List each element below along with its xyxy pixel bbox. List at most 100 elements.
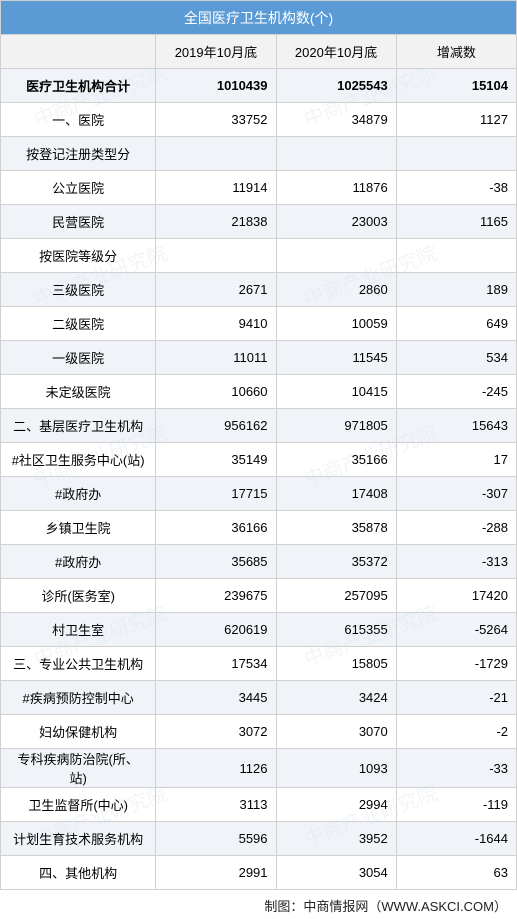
row-delta: -21	[396, 681, 516, 715]
table-row: #政府办1771517408-307	[1, 477, 517, 511]
row-delta: 17	[396, 443, 516, 477]
table-row: 村卫生室620619615355-5264	[1, 613, 517, 647]
row-label: 未定级医院	[1, 375, 156, 409]
row-val-2020: 2994	[276, 788, 396, 822]
row-label: 二、基层医疗卫生机构	[1, 409, 156, 443]
row-val-2020: 35166	[276, 443, 396, 477]
row-val-2019: 36166	[156, 511, 276, 545]
row-label: 医疗卫生机构合计	[1, 69, 156, 103]
table-row: 四、其他机构2991305463	[1, 856, 517, 890]
row-delta: 189	[396, 273, 516, 307]
row-label: #社区卫生服务中心(站)	[1, 443, 156, 477]
table-row: 诊所(医务室)23967525709517420	[1, 579, 517, 613]
row-val-2020: 615355	[276, 613, 396, 647]
row-delta: 1127	[396, 103, 516, 137]
row-val-2019: 35685	[156, 545, 276, 579]
table-row: 乡镇卫生院3616635878-288	[1, 511, 517, 545]
row-val-2020: 17408	[276, 477, 396, 511]
row-delta: -1729	[396, 647, 516, 681]
row-delta: -33	[396, 749, 516, 788]
row-val-2020: 35372	[276, 545, 396, 579]
row-val-2019: 3072	[156, 715, 276, 749]
row-delta: -307	[396, 477, 516, 511]
table-row: 三、专业公共卫生机构1753415805-1729	[1, 647, 517, 681]
row-label: 公立医院	[1, 171, 156, 205]
row-val-2019: 33752	[156, 103, 276, 137]
row-delta: -119	[396, 788, 516, 822]
col-header-2: 2020年10月底	[276, 35, 396, 69]
row-delta: -2	[396, 715, 516, 749]
row-delta: 649	[396, 307, 516, 341]
row-label: 三级医院	[1, 273, 156, 307]
title-row: 全国医疗卫生机构数(个)	[1, 1, 517, 35]
table-row: 公立医院1191411876-38	[1, 171, 517, 205]
row-delta: -5264	[396, 613, 516, 647]
table-row: 一级医院1101111545534	[1, 341, 517, 375]
table-row: 医疗卫生机构合计1010439102554315104	[1, 69, 517, 103]
row-val-2020: 10059	[276, 307, 396, 341]
row-label: 妇幼保健机构	[1, 715, 156, 749]
row-label: 卫生监督所(中心)	[1, 788, 156, 822]
row-val-2020: 3070	[276, 715, 396, 749]
row-label: 一级医院	[1, 341, 156, 375]
row-val-2019: 1010439	[156, 69, 276, 103]
row-val-2019	[156, 137, 276, 171]
row-delta: 534	[396, 341, 516, 375]
row-label: 按医院等级分	[1, 239, 156, 273]
row-val-2020: 11876	[276, 171, 396, 205]
table-row: 专科疾病防治院(所、站)11261093-33	[1, 749, 517, 788]
table-row: #疾病预防控制中心34453424-21	[1, 681, 517, 715]
table-row: 按登记注册类型分	[1, 137, 517, 171]
row-val-2019: 21838	[156, 205, 276, 239]
row-val-2019: 11011	[156, 341, 276, 375]
row-val-2020: 257095	[276, 579, 396, 613]
row-label: 三、专业公共卫生机构	[1, 647, 156, 681]
row-delta: 63	[396, 856, 516, 890]
row-val-2020: 3952	[276, 822, 396, 856]
row-val-2019: 3445	[156, 681, 276, 715]
header-row: 2019年10月底 2020年10月底 增减数	[1, 35, 517, 69]
row-val-2020: 1093	[276, 749, 396, 788]
table-row: 一、医院33752348791127	[1, 103, 517, 137]
row-val-2020	[276, 137, 396, 171]
row-delta: -38	[396, 171, 516, 205]
row-val-2019: 1126	[156, 749, 276, 788]
row-label: 专科疾病防治院(所、站)	[1, 749, 156, 788]
row-val-2019: 239675	[156, 579, 276, 613]
table-title: 全国医疗卫生机构数(个)	[1, 1, 517, 35]
row-val-2020: 11545	[276, 341, 396, 375]
row-val-2020: 2860	[276, 273, 396, 307]
row-val-2020: 35878	[276, 511, 396, 545]
row-label: 按登记注册类型分	[1, 137, 156, 171]
table-row: 计划生育技术服务机构55963952-1644	[1, 822, 517, 856]
row-val-2020: 23003	[276, 205, 396, 239]
row-val-2020: 15805	[276, 647, 396, 681]
row-val-2020: 10415	[276, 375, 396, 409]
row-val-2019: 2671	[156, 273, 276, 307]
col-header-0	[1, 35, 156, 69]
row-val-2020	[276, 239, 396, 273]
row-val-2019: 10660	[156, 375, 276, 409]
row-label: #政府办	[1, 477, 156, 511]
table-row: 卫生监督所(中心)31132994-119	[1, 788, 517, 822]
row-delta	[396, 137, 516, 171]
row-label: 诊所(医务室)	[1, 579, 156, 613]
row-val-2019: 3113	[156, 788, 276, 822]
row-val-2019: 2991	[156, 856, 276, 890]
table-row: 三级医院26712860189	[1, 273, 517, 307]
row-val-2019: 5596	[156, 822, 276, 856]
col-header-1: 2019年10月底	[156, 35, 276, 69]
row-label: 二级医院	[1, 307, 156, 341]
row-label: #疾病预防控制中心	[1, 681, 156, 715]
row-val-2020: 3424	[276, 681, 396, 715]
data-table: 全国医疗卫生机构数(个) 2019年10月底 2020年10月底 增减数 医疗卫…	[0, 0, 517, 890]
row-delta	[396, 239, 516, 273]
table-row: 按医院等级分	[1, 239, 517, 273]
row-val-2019: 620619	[156, 613, 276, 647]
row-val-2019	[156, 239, 276, 273]
row-val-2020: 1025543	[276, 69, 396, 103]
table-row: #社区卫生服务中心(站)351493516617	[1, 443, 517, 477]
footer-credit: 制图：中商情报网（WWW.ASKCI.COM）	[0, 890, 517, 919]
row-val-2019: 11914	[156, 171, 276, 205]
row-val-2020: 34879	[276, 103, 396, 137]
